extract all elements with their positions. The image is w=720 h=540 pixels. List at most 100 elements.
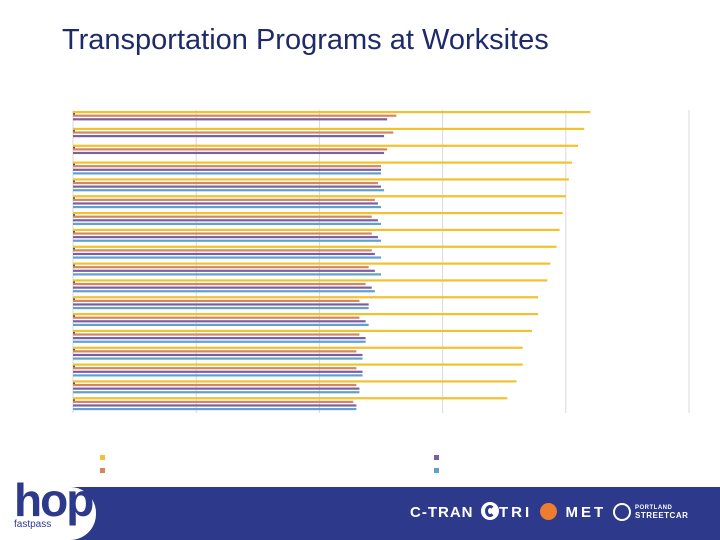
bar-series-1 — [73, 363, 523, 366]
bar-series-3 — [73, 168, 381, 171]
bar-series-4 — [73, 391, 360, 394]
bar-series-4 — [73, 256, 381, 259]
category-tick — [73, 315, 75, 317]
category-tick — [73, 163, 75, 166]
bar-series-4 — [73, 374, 363, 377]
category-tick — [73, 214, 75, 216]
bar-series-2 — [73, 316, 360, 319]
bar-series-1 — [73, 195, 566, 198]
bar-series-3 — [73, 387, 360, 390]
bar-series-1 — [73, 212, 563, 215]
bar-series-2 — [73, 333, 360, 336]
bar-series-2 — [73, 165, 381, 168]
bar-series-1 — [73, 228, 560, 232]
category-tick — [73, 365, 75, 368]
bar-chart — [72, 110, 690, 413]
ctran-c-icon — [480, 502, 499, 521]
bar-series-1 — [73, 329, 532, 333]
category-tick — [73, 180, 75, 183]
chart-bars — [73, 111, 591, 411]
bar-series-4 — [73, 273, 381, 276]
bar-series-1 — [73, 127, 585, 131]
bar-series-1 — [73, 397, 508, 400]
bar-series-4 — [73, 306, 369, 310]
bar-group — [73, 144, 579, 155]
hop-fastpass-logo: hop fastpass — [0, 474, 96, 540]
bar-series-1 — [73, 111, 591, 114]
bar-series-2 — [73, 148, 388, 151]
bar-series-4 — [73, 189, 385, 192]
bar-series-2 — [73, 249, 372, 252]
bar-group — [73, 228, 560, 242]
bar-series-2 — [73, 400, 354, 403]
trimet-logo-text-left: TRI — [499, 504, 533, 521]
bar-series-3 — [73, 252, 375, 256]
bar-group — [73, 127, 585, 138]
category-tick — [73, 382, 75, 385]
streetcar-logo-text-top: PORTLAND — [635, 505, 673, 511]
bar-series-1 — [73, 279, 548, 282]
bar-series-1 — [73, 313, 539, 316]
bar-series-1 — [73, 178, 569, 181]
bar-series-4 — [73, 407, 357, 411]
bar-group — [73, 296, 539, 310]
bar-series-4 — [73, 239, 381, 242]
bar-group — [73, 397, 508, 411]
bar-series-4 — [73, 340, 366, 343]
legend-swatch-series-3 — [434, 455, 439, 460]
bar-series-4 — [73, 222, 381, 225]
bar-series-2 — [73, 114, 397, 117]
bar-group — [73, 363, 523, 377]
bar-series-2 — [73, 266, 369, 269]
streetcar-logo-text-bottom: STREETCAR — [635, 511, 689, 520]
bar-series-3 — [73, 353, 363, 357]
hop-logo-text: hop — [14, 474, 94, 526]
bar-series-2 — [73, 383, 357, 387]
category-tick — [73, 113, 75, 115]
streetcar-emblem-icon — [613, 503, 631, 521]
bar-group — [73, 262, 551, 276]
fastpass-logo-text: fastpass — [14, 519, 52, 530]
bar-series-3 — [73, 320, 366, 323]
bar-group — [73, 111, 591, 121]
page-title: Transportation Programs at Worksites — [62, 24, 549, 56]
footer-bar: hop fastpass C-TRAN TRI MET PORTLAND STR… — [0, 474, 720, 540]
category-tick — [73, 197, 75, 200]
bar-series-4 — [73, 290, 375, 293]
bar-group — [73, 279, 548, 293]
bar-group — [73, 161, 572, 175]
trimet-logo-text-right: MET — [565, 504, 607, 521]
category-tick — [73, 230, 75, 233]
ctran-logo-text: C-TRAN — [410, 504, 474, 521]
bar-series-3 — [73, 337, 366, 340]
category-tick — [73, 264, 75, 267]
category-tick — [73, 348, 75, 351]
bar-series-1 — [73, 346, 523, 349]
bar-series-2 — [73, 350, 357, 353]
bar-series-4 — [73, 172, 381, 175]
bar-series-3 — [73, 135, 385, 138]
bar-series-2 — [73, 181, 378, 185]
ctran-logo: C-TRAN — [410, 502, 499, 522]
category-tick — [73, 146, 75, 149]
bar-series-2 — [73, 367, 357, 370]
legend-swatch-series-2 — [100, 468, 105, 473]
bar-series-2 — [73, 232, 372, 235]
bar-series-3 — [73, 151, 385, 155]
bar-group — [73, 313, 539, 326]
bar-series-3 — [73, 404, 357, 407]
bar-series-3 — [73, 236, 378, 239]
bar-series-1 — [73, 245, 557, 248]
bar-group — [73, 346, 523, 360]
category-tick — [73, 129, 75, 132]
bar-group — [73, 380, 517, 394]
bar-series-1 — [73, 296, 539, 299]
bar-series-4 — [73, 323, 369, 326]
bar-group — [73, 178, 569, 192]
bar-series-2 — [73, 215, 372, 218]
bar-series-1 — [73, 144, 579, 147]
bar-series-2 — [73, 299, 360, 302]
category-tick — [73, 281, 75, 284]
bar-series-3 — [73, 202, 378, 205]
bar-group — [73, 329, 532, 343]
